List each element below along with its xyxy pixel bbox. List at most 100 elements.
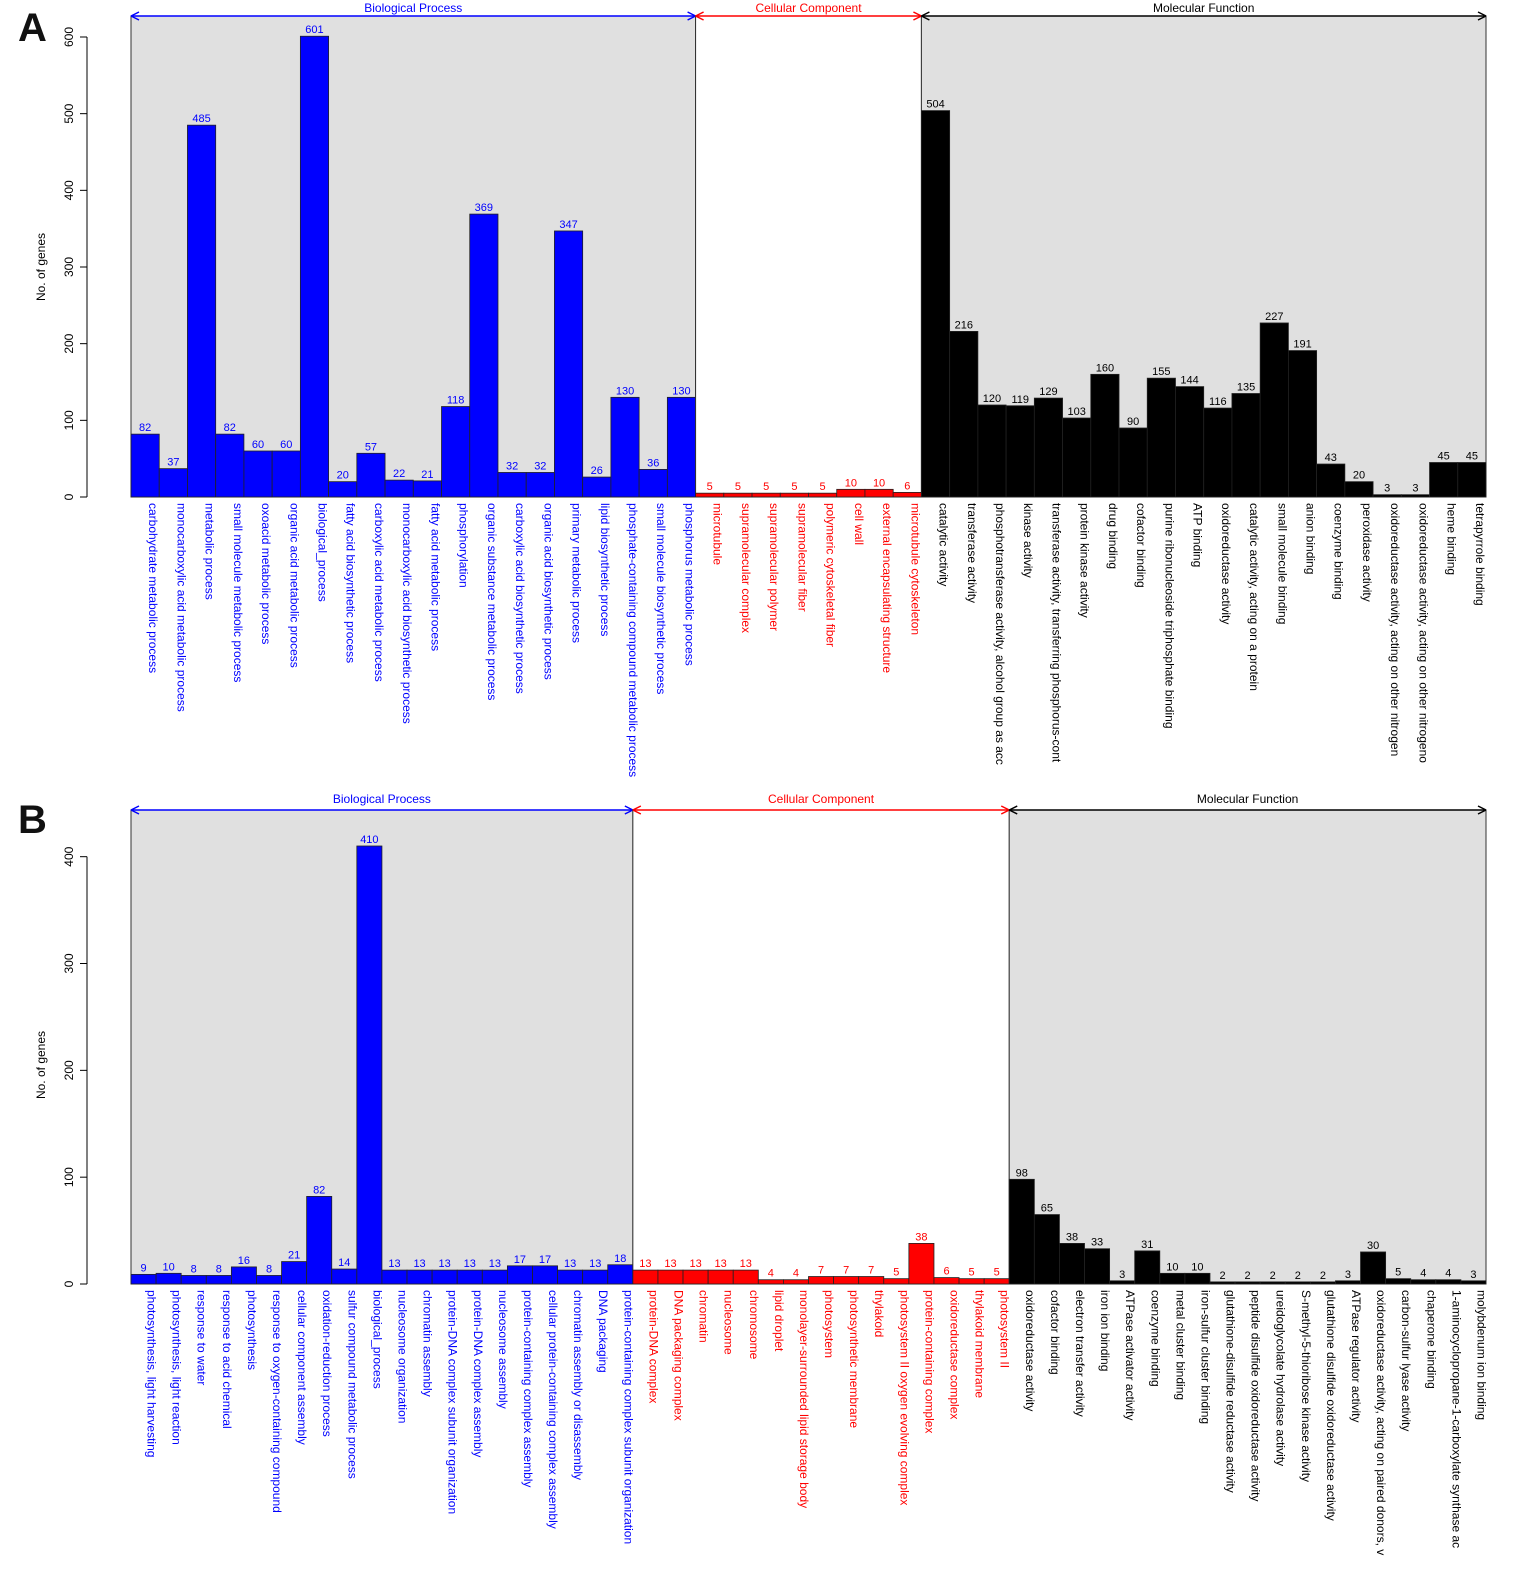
- b-group-label-0: Biological Process: [333, 792, 431, 806]
- b-category-label-1-4: chromosome: [747, 1290, 761, 1360]
- a-bar-1-4: [808, 492, 838, 498]
- a-y-tick-label-5: 500: [62, 103, 76, 123]
- a-data-label-0-15: 347: [559, 219, 577, 231]
- b-group-label-2: Molecular Function: [1197, 792, 1298, 806]
- b-data-label-2-14: 30: [1367, 1240, 1379, 1252]
- a-bar-1-5: [836, 488, 866, 498]
- a-category-label-0-17: phosphate-containing compound metabolic …: [626, 503, 640, 777]
- b-data-label-0-3: 8: [216, 1263, 222, 1275]
- a-data-label-2-10: 116: [1209, 396, 1227, 408]
- b-bar-1-0: [632, 1269, 659, 1285]
- a-bar-2-4: [1033, 397, 1063, 498]
- b-bar-1-10: [883, 1278, 910, 1285]
- a-data-label-1-6: 10: [873, 477, 885, 489]
- b-bar-1-9: [858, 1276, 885, 1285]
- a-header-arrowhead-right-0: [687, 11, 696, 21]
- a-group-label-bg-1: [745, 1, 872, 15]
- a-category-label-2-15: peroxidase activity: [1360, 503, 1374, 602]
- b-bar-1-11: [908, 1243, 935, 1285]
- a-data-label-0-19: 130: [672, 385, 690, 397]
- a-bar-1-1: [723, 492, 753, 498]
- a-group-label-0: Biological Process: [364, 1, 462, 15]
- b-bar-0-5: [256, 1275, 282, 1285]
- a-data-label-0-4: 60: [252, 439, 264, 451]
- a-data-label-0-12: 369: [475, 202, 493, 214]
- a-bar-0-1: [158, 468, 188, 498]
- b-bar-2-14: [1360, 1251, 1387, 1285]
- a-data-label-2-2: 120: [983, 393, 1001, 405]
- b-data-label-1-5: 4: [768, 1268, 774, 1280]
- a-y-tick-label-3: 300: [62, 257, 76, 277]
- a-category-label-2-17: oxidoreductase activity, acting on other…: [1416, 503, 1430, 763]
- b-category-label-1-9: thylakoid: [872, 1290, 886, 1337]
- b-category-label-1-7: photosystem: [822, 1290, 836, 1358]
- b-category-label-2-16: chaperone binding: [1424, 1290, 1438, 1389]
- b-category-label-0-9: biological_process: [370, 1290, 384, 1389]
- b-group-label-bg-2: [1184, 792, 1312, 806]
- a-data-label-0-6: 601: [305, 24, 323, 36]
- a-category-label-0-0: carbohydrate metabolic process: [146, 503, 160, 673]
- b-y-tick-label-0: 0: [62, 1280, 76, 1287]
- a-category-label-2-4: transferase activity, transferring phosp…: [1049, 503, 1063, 763]
- b-category-label-0-2: response to water: [195, 1290, 209, 1385]
- b-group-label-bg-1: [757, 792, 885, 806]
- a-category-label-2-3: kinase activity: [1021, 503, 1035, 578]
- b-bar-1-1: [657, 1269, 684, 1285]
- a-y-axis-label: No. of genes: [34, 233, 48, 301]
- b-bar-0-12: [431, 1269, 458, 1285]
- a-data-label-0-2: 485: [192, 113, 210, 125]
- a-data-label-0-16: 26: [591, 465, 603, 477]
- b-data-label-2-10: 2: [1270, 1270, 1276, 1282]
- a-y-tick-label-6: 600: [62, 27, 76, 47]
- a-bar-2-10: [1203, 407, 1233, 498]
- a-data-label-2-13: 191: [1293, 339, 1311, 351]
- b-category-label-2-1: cofactor binding: [1048, 1290, 1062, 1375]
- a-bar-0-14: [525, 472, 555, 498]
- a-bar-2-16: [1372, 494, 1402, 498]
- b-bar-0-0: [130, 1273, 157, 1285]
- b-bar-1-7: [808, 1276, 834, 1285]
- b-y-tick-label-4: 400: [62, 846, 76, 866]
- a-data-label-2-3: 119: [1011, 394, 1029, 406]
- b-data-label-2-4: 3: [1119, 1269, 1125, 1281]
- b-data-label-2-7: 10: [1191, 1261, 1203, 1273]
- a-category-label-2-19: tetrapyrrole binding: [1473, 503, 1487, 606]
- b-bar-2-7: [1184, 1272, 1211, 1285]
- a-bar-2-17: [1400, 494, 1430, 498]
- a-category-label-0-1: monocarboxylic acid metabolic process: [174, 503, 188, 712]
- b-data-label-1-6: 4: [793, 1268, 799, 1280]
- b-header-arrowhead-right-1: [1000, 805, 1010, 815]
- b-category-label-0-4: photosynthesis: [245, 1290, 259, 1370]
- b-header-arrowhead-left-2: [1008, 805, 1018, 815]
- a-category-label-0-8: carboxylic acid metabolic process: [372, 503, 386, 682]
- b-data-label-0-2: 8: [191, 1263, 197, 1275]
- chart-b-svg: Biological Process 9 photosynthesis, light…: [34, 792, 1488, 1555]
- b-category-label-2-10: ureidoglycolate hydrolase activity: [1274, 1290, 1288, 1466]
- a-data-label-2-11: 135: [1237, 382, 1255, 394]
- b-category-label-2-2: electron transfer activity: [1073, 1290, 1087, 1417]
- b-bar-1-3: [707, 1269, 734, 1285]
- a-bar-0-10: [412, 480, 442, 498]
- b-y-tick-label-2: 200: [62, 1060, 76, 1080]
- a-data-label-1-3: 5: [791, 481, 797, 493]
- a-bar-0-19: [666, 396, 696, 498]
- b-data-label-0-1: 10: [163, 1261, 175, 1273]
- b-category-label-0-1: photosynthesis, light reaction: [170, 1290, 184, 1445]
- a-category-label-2-1: transferase activity: [965, 503, 979, 603]
- b-category-label-0-15: protein-containing complex assembly: [521, 1290, 535, 1487]
- b-data-label-2-5: 31: [1141, 1239, 1153, 1251]
- a-data-label-2-12: 227: [1265, 311, 1283, 323]
- a-category-label-0-4: oxoacid metabolic process: [259, 503, 273, 644]
- b-category-label-2-6: metal cluster binding: [1173, 1290, 1187, 1400]
- a-bar-0-16: [582, 476, 612, 498]
- a-category-label-2-0: catalytic activity: [937, 503, 951, 586]
- b-y-tick-label-1: 100: [62, 1167, 76, 1187]
- a-bar-2-14: [1316, 463, 1346, 498]
- a-data-label-0-1: 37: [167, 457, 179, 469]
- b-category-label-0-7: oxidation-reduction process: [320, 1290, 334, 1437]
- b-category-label-0-6: cellular component assembly: [295, 1290, 309, 1445]
- b-category-label-0-11: chromatin assembly: [421, 1290, 435, 1397]
- b-category-label-0-19: protein-containing complex subunit organ…: [621, 1290, 635, 1544]
- a-group-label-2: Molecular Function: [1153, 1, 1254, 15]
- b-header-arrowhead-right-2: [1477, 805, 1487, 815]
